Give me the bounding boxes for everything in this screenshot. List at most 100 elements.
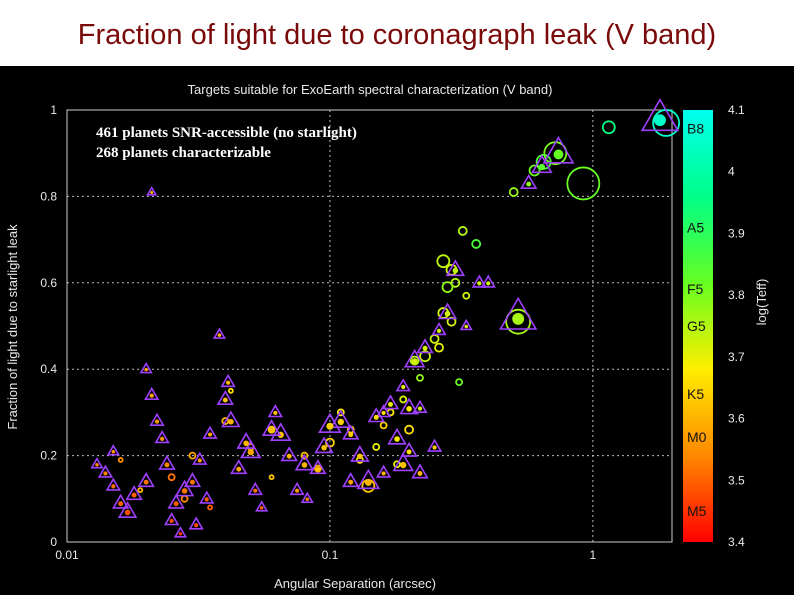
characterizable-planet-dot bbox=[526, 181, 532, 187]
accessible-planet-circle bbox=[508, 187, 519, 197]
characterizable-planet-dot bbox=[411, 358, 418, 365]
accessible-planet-circle bbox=[601, 120, 616, 135]
characterizable-planet-triangle bbox=[437, 302, 458, 320]
accessible-planet-circle bbox=[379, 421, 388, 430]
characterizable-planet-triangle bbox=[144, 386, 160, 401]
data-points bbox=[90, 98, 681, 538]
characterizable-planet-dot bbox=[388, 401, 393, 407]
characterizable-planet-triangle bbox=[105, 477, 121, 491]
plot-panel: 0.01 0.1 1 0 0.2 0.4 0.6 0.8 1 Targets suitable … bbox=[0, 66, 794, 595]
characterizable-planet-dot bbox=[512, 312, 525, 325]
characterizable-planet-triangle bbox=[416, 338, 434, 354]
characterizable-planet-dot bbox=[417, 406, 423, 411]
characterizable-planet-dot bbox=[417, 471, 423, 476]
accessible-planet-circle bbox=[336, 408, 345, 417]
accessible-planet-circle bbox=[446, 316, 457, 327]
characterizable-planet-dot bbox=[301, 462, 308, 468]
characterizable-planet-triangle bbox=[97, 464, 114, 478]
characterizable-planet-dot bbox=[181, 488, 188, 494]
characterizable-planet-triangle bbox=[202, 425, 218, 439]
accessible-planet-circle bbox=[505, 308, 532, 335]
characterizable-planet-triangle bbox=[459, 318, 473, 331]
characterizable-planet-triangle bbox=[90, 457, 104, 469]
characterizable-planet-triangle bbox=[445, 259, 466, 277]
accessible-planet-circle bbox=[528, 164, 541, 177]
characterizable-planet-dot bbox=[243, 440, 249, 447]
characterizable-planet-dot bbox=[103, 471, 108, 476]
characterizable-planet-triangle bbox=[106, 444, 120, 456]
characterizable-planet-triangle bbox=[350, 445, 370, 462]
characterizable-planet-triangle bbox=[149, 412, 165, 426]
characterizable-planet-dot bbox=[538, 163, 546, 171]
characterizable-planet-triangle bbox=[367, 407, 385, 423]
colorbar-tick-label: 3.4 bbox=[728, 535, 745, 549]
characterizable-planet-dot bbox=[217, 333, 222, 337]
characterizable-planet-dot bbox=[406, 449, 412, 455]
characterizable-planet-dot bbox=[286, 453, 292, 459]
spectral-type-label: K5 bbox=[687, 386, 704, 402]
characterizable-planet-triangle bbox=[499, 296, 538, 330]
characterizable-planet-triangle bbox=[387, 427, 407, 445]
colorbar-tick-label: 3.8 bbox=[728, 288, 745, 302]
characterizable-planet-triangle bbox=[342, 424, 360, 440]
characterizable-planet-triangle bbox=[411, 463, 429, 479]
characterizable-planet-triangle bbox=[395, 378, 411, 392]
characterizable-planet-dot bbox=[464, 324, 469, 329]
characterizable-planet-dot bbox=[150, 190, 154, 194]
characterizable-planet-dot bbox=[400, 461, 407, 469]
accessible-planet-circle bbox=[566, 166, 601, 201]
accessible-planet-circle bbox=[434, 342, 444, 353]
slide-title: Fraction of light due to coronagraph lea… bbox=[77, 19, 717, 51]
characterizable-planet-dot bbox=[452, 267, 459, 274]
characterizable-planet-dot bbox=[373, 414, 379, 420]
accessible-planet-circle bbox=[455, 378, 464, 387]
characterizable-planet-triangle bbox=[542, 135, 575, 164]
axis-ticks: 0.01 0.1 1 0 0.2 0.4 0.6 0.8 1 bbox=[40, 103, 596, 562]
accessible-planet-circle bbox=[268, 474, 275, 481]
characterizable-planet-dot bbox=[553, 149, 564, 160]
characterizable-planet-dot bbox=[337, 418, 344, 425]
chart-title: Targets suitable for ExoEarth spectral c… bbox=[188, 82, 553, 97]
characterizable-planet-triangle bbox=[174, 479, 195, 497]
spectral-type-label: M5 bbox=[687, 503, 707, 519]
characterizable-planet-triangle bbox=[342, 472, 360, 488]
colorbar-tick-label: 3.5 bbox=[728, 473, 745, 487]
y-tick-label: 0.8 bbox=[40, 189, 57, 203]
characterizable-planet-triangle bbox=[183, 472, 202, 488]
accessible-planet-circle bbox=[207, 504, 213, 511]
characterizable-planet-dot bbox=[381, 410, 386, 416]
accessible-planet-circle bbox=[372, 443, 381, 451]
accessible-planet-circle bbox=[227, 387, 234, 394]
accessible-planet-circle bbox=[441, 281, 454, 294]
characterizable-planet-triangle bbox=[471, 274, 487, 288]
characterizable-planet-triangle bbox=[163, 512, 180, 526]
characterizable-planet-triangle bbox=[314, 436, 334, 454]
characterizable-planet-dot bbox=[401, 384, 406, 390]
accessible-planet-circle bbox=[180, 494, 189, 503]
accessible-planet-circle bbox=[416, 373, 424, 382]
colorbar-tick-label: 3.7 bbox=[728, 350, 745, 364]
characterizable-planet-triangle bbox=[480, 274, 496, 288]
characterizable-planet-dot bbox=[247, 448, 254, 456]
characterizable-planet-triangle bbox=[392, 452, 415, 472]
characterizable-planet-dot bbox=[253, 488, 258, 493]
characterizable-planet-dot bbox=[436, 328, 442, 333]
characterizable-planet-dot bbox=[131, 492, 137, 498]
characterizable-planet-dot bbox=[486, 281, 491, 286]
scatter-chart: 0.01 0.1 1 0 0.2 0.4 0.6 0.8 1 Targets suitable … bbox=[5, 82, 769, 591]
accessible-planet-circle bbox=[462, 291, 471, 300]
characterizable-planet-dot bbox=[259, 506, 264, 510]
characterizable-planet-triangle bbox=[399, 397, 419, 415]
plot-frame bbox=[66, 109, 673, 543]
characterizable-planet-dot bbox=[164, 462, 170, 468]
characterizable-planet-triangle bbox=[309, 459, 327, 475]
grid-lines bbox=[66, 109, 672, 543]
characterizable-planet-dot bbox=[348, 479, 354, 485]
characterizable-planet-dot bbox=[315, 466, 321, 472]
characterizable-planet-dot bbox=[236, 466, 242, 472]
characterizable-planet-triangle bbox=[117, 501, 138, 519]
characterizable-planet-triangle bbox=[167, 493, 185, 509]
characterizable-planet-dot bbox=[197, 458, 202, 463]
characterizable-planet-dot bbox=[160, 436, 165, 441]
characterizable-planet-triangle bbox=[289, 481, 305, 496]
